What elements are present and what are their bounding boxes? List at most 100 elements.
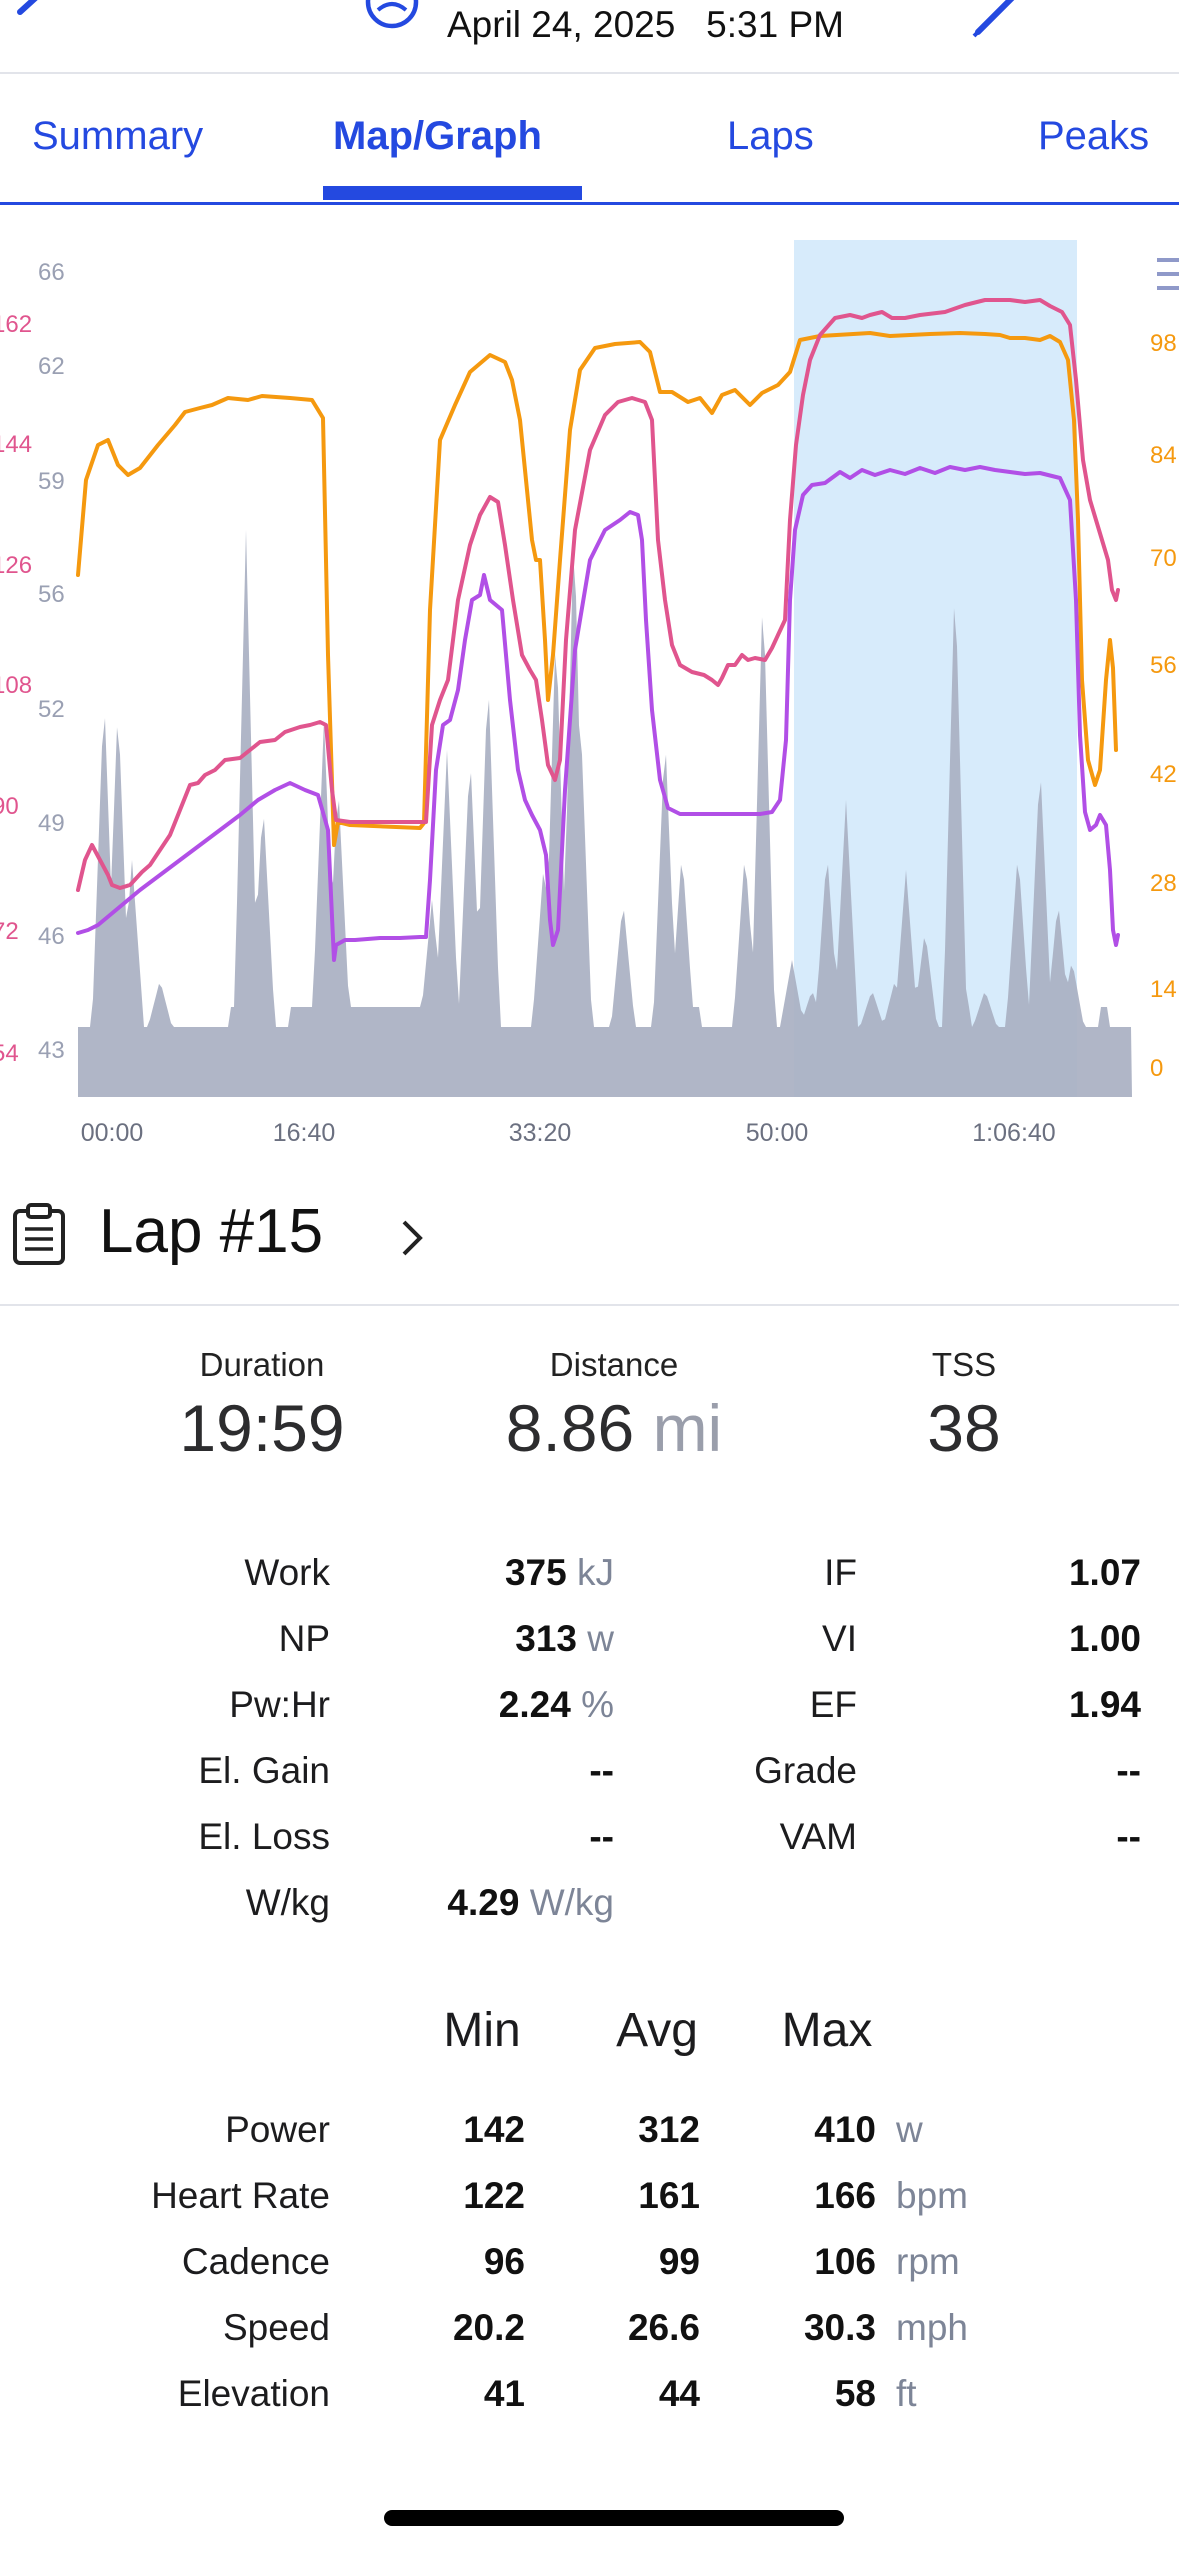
distance-unit: mi xyxy=(652,1391,723,1465)
cadence-line xyxy=(76,331,1118,847)
tss-value: 38 xyxy=(927,1391,1001,1465)
workout-time: 5:31 PM xyxy=(706,4,844,45)
metric-number: 313 xyxy=(515,1618,577,1659)
more-icon[interactable] xyxy=(1118,0,1179,10)
metric-label: IF xyxy=(824,1552,857,1593)
heart-rate-line xyxy=(76,298,1120,892)
left-inner-tick-label: 49 xyxy=(38,810,65,837)
home-indicator[interactable] xyxy=(384,2510,844,2526)
minmax-unit: ft xyxy=(896,2373,917,2414)
minmax-cell: 30.3 xyxy=(803,2307,876,2348)
metric-unit: W/kg xyxy=(519,1882,614,1923)
minmax-cell: 122 xyxy=(463,2175,525,2216)
x-tick-label: 00:00 xyxy=(81,1119,144,1147)
metric-unit: % xyxy=(570,1684,614,1725)
left-outer-tick-label: 126 xyxy=(0,552,32,579)
minmax-row-label: Elevation xyxy=(177,2373,330,2414)
workout-graph[interactable]: 162 144 126 108 90 72 54 66 62 59 56 52 49 46 43 98 84 70… xyxy=(0,205,1179,1155)
metric-label: El. Loss xyxy=(198,1816,330,1857)
duration-value: 19:59 xyxy=(179,1391,345,1465)
minmax-row-label: Power xyxy=(225,2109,330,2150)
right-tick-label: 98 xyxy=(1150,330,1177,357)
metric-number: 375 xyxy=(504,1552,567,1593)
left-inner-tick-label: 66 xyxy=(38,259,65,286)
left-outer-tick-label: 108 xyxy=(0,672,32,699)
tab-laps[interactable]: Laps xyxy=(727,114,814,158)
metric-value: 1.00 xyxy=(1068,1618,1141,1659)
metric-value: 1.07 xyxy=(1068,1552,1141,1593)
metric-value: 1.94 xyxy=(1068,1684,1141,1725)
x-tick-label: 1:06:40 xyxy=(972,1119,1055,1147)
metric-number: -- xyxy=(589,1816,614,1857)
metric-label: NP xyxy=(278,1618,330,1659)
minmax-unit: bpm xyxy=(896,2175,968,2216)
minmax-row-label: Speed xyxy=(223,2307,330,2348)
minmax-cell: 166 xyxy=(814,2175,876,2216)
back-icon[interactable] xyxy=(6,0,56,30)
metric-value: -- xyxy=(589,1750,614,1792)
right-tick-label: 56 xyxy=(1150,652,1177,679)
minmax-column-header: Min xyxy=(443,2004,521,2057)
minmax-row-label: Heart Rate xyxy=(151,2175,330,2216)
metric-value: 2.24 % xyxy=(499,1684,614,1726)
left-inner-tick-label: 52 xyxy=(38,696,65,723)
metric-number: -- xyxy=(589,1750,614,1791)
tab-map-graph[interactable]: Map/Graph xyxy=(333,114,542,158)
metric-label: Work xyxy=(244,1552,330,1593)
minmax-unit: mph xyxy=(896,2307,968,2348)
right-tick-label: 70 xyxy=(1150,545,1177,572)
divider xyxy=(0,1304,1179,1306)
metric-value: 313 w xyxy=(515,1618,614,1660)
workout-date-time: April 24, 2025 5:31 PM xyxy=(447,4,844,46)
metric-number: 2.24 xyxy=(498,1684,571,1725)
minmax-row-label: Cadence xyxy=(181,2241,330,2282)
active-tab-indicator xyxy=(323,186,582,200)
tss-label: TSS xyxy=(931,1346,997,1383)
metric-value: 4.29 W/kg xyxy=(447,1882,614,1924)
metric-label: VI xyxy=(822,1618,857,1659)
lap-title[interactable]: Lap #15 xyxy=(99,1197,324,1266)
distance-value: 8.86 mi xyxy=(506,1390,722,1466)
right-tick-label: 84 xyxy=(1150,442,1177,469)
left-inner-tick-label: 56 xyxy=(38,581,65,608)
chevron-right-icon[interactable] xyxy=(398,1216,428,1260)
left-outer-tick-label: 144 xyxy=(0,431,32,458)
minmax-cell: 20.2 xyxy=(452,2307,525,2348)
duration-label: Duration xyxy=(199,1346,325,1383)
workout-date: April 24, 2025 xyxy=(447,4,676,45)
metric-unit: w xyxy=(577,1618,614,1659)
distance-number: 8.86 xyxy=(505,1391,635,1465)
minmax-cell: 410 xyxy=(814,2109,876,2150)
minmax-cell: 312 xyxy=(638,2109,700,2150)
minmax-cell: 96 xyxy=(483,2241,525,2282)
left-inner-tick-label: 43 xyxy=(38,1037,65,1064)
metric-number: 4.29 xyxy=(447,1882,520,1923)
x-tick-label: 50:00 xyxy=(746,1119,809,1147)
right-tick-label: 14 xyxy=(1150,976,1177,1003)
metric-value: -- xyxy=(589,1816,614,1858)
edit-icon[interactable] xyxy=(970,0,1040,40)
chart-menu-icon[interactable] xyxy=(1157,258,1179,290)
workout-type-icon xyxy=(365,0,419,29)
minmax-cell: 161 xyxy=(638,2175,700,2216)
minmax-cell: 142 xyxy=(463,2109,525,2150)
metric-value: -- xyxy=(1116,1816,1141,1857)
minmax-unit: rpm xyxy=(896,2241,960,2282)
tab-peaks[interactable]: Peaks xyxy=(1038,114,1150,158)
right-tick-label: 42 xyxy=(1150,761,1177,788)
minmax-cell: 58 xyxy=(834,2373,876,2414)
minmax-cell: 41 xyxy=(483,2373,525,2414)
left-inner-tick-label: 62 xyxy=(38,353,65,380)
tab-summary[interactable]: Summary xyxy=(32,114,204,158)
minmax-column-header: Avg xyxy=(616,2004,698,2057)
left-inner-tick-label: 46 xyxy=(38,923,65,950)
metric-label: VAM xyxy=(779,1816,857,1857)
metric-value: 375 kJ xyxy=(505,1552,614,1594)
minmax-cell: 44 xyxy=(658,2373,700,2414)
power-line xyxy=(76,465,1120,962)
left-outer-tick-label: 72 xyxy=(0,918,19,945)
minmax-cell: 106 xyxy=(814,2241,876,2282)
minmax-unit: w xyxy=(896,2109,923,2150)
metric-label: Pw:Hr xyxy=(229,1684,330,1725)
metric-value: -- xyxy=(1116,1750,1141,1791)
